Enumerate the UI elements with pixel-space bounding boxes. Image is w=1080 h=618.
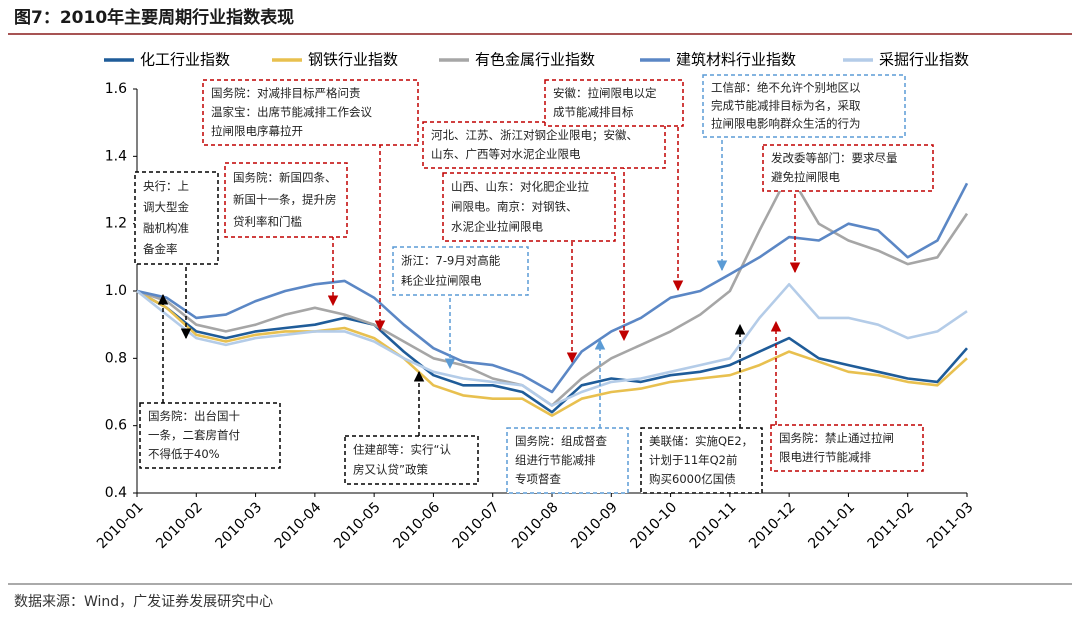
y-tick-label: 1.0 [105,283,127,299]
series-line [136,289,968,414]
x-tick-label: 2011-03 [924,499,977,552]
annotation-text: 发改委等部门：要求尽量 [771,151,898,165]
annotation-text: 限电进行节能减排 [779,450,871,464]
annotation-text: 国务院：禁止通过拉闸 [779,431,894,445]
x-tick-label: 2011-02 [865,499,918,552]
annotation-text: 水泥企业拉闸限电 [451,220,543,234]
annotation-text: 国务院：组成督查 [515,434,607,448]
annotation-text: 住建部等：实行“认 [353,443,451,457]
annotation-box [224,162,348,238]
x-tick-label: 2010-04 [272,499,325,552]
annotation-text: 融机构准 [143,221,189,235]
y-tick-label: 1.6 [105,81,127,97]
x-tick-label: 2010-11 [687,499,740,552]
y-tick-label: 0.4 [105,485,127,501]
annotation-text: 浙江：7-9月对高能 [401,254,501,268]
annotation-box [640,427,763,494]
annotation-text: 组进行节能减排 [515,453,596,467]
annotation-text: 备金率 [143,242,178,256]
legend-label: 化工行业指数 [140,51,230,69]
annotation-box [392,246,529,296]
legend-label: 有色金属行业指数 [475,51,595,69]
annotation-text: 国务院：对减排目标严格问责 [211,86,361,100]
annotation-text: 贷利率和门槛 [233,215,302,229]
annotation-box [544,79,684,127]
annotation-box [762,144,934,192]
annotation-text: 购买6000亿国债 [649,472,736,486]
annotation-text: 计划于11年Q2前 [649,453,738,467]
annotation-text: 温家宝：出席节能减排工作会议 [211,105,372,119]
annotation-text: 河北、江苏、浙江对钢企业限电；安徽、 [431,128,638,142]
annotation-box [139,402,281,469]
x-tick-label: 2011-01 [805,499,858,552]
series-line [136,283,968,407]
annotation-text: 工信部：绝不允许个别地区以 [711,81,861,95]
annotation-text: 央行：上 [143,179,189,193]
annotation-text: 专项督查 [515,472,561,486]
chart-title: 图7：2010年主要周期行业指数表现 [14,7,294,28]
annotation-text: 完成节能减排目标为名，采取 [711,99,861,113]
annotation-text: 山东、广西等对水泥企业限电 [431,147,581,161]
x-tick-label: 2010-03 [213,499,266,552]
series-line [136,289,968,417]
annotation-text: 美联储：实施QE2， [649,434,753,448]
annotation-box [134,171,219,265]
annotation-text: 国务院：新国四条、 [233,171,337,185]
annotation-text: 一条，二套房首付 [148,428,240,442]
y-tick-label: 0.6 [105,418,127,434]
annotation-text: 新国十一条，提升房 [233,193,337,207]
legend-label: 建筑材料行业指数 [676,51,796,69]
annotation-box [422,121,666,169]
annotation-text: 国务院：出台国十 [148,409,240,423]
annotation-text: 拉闸限电影响群众生活的行为 [711,117,861,131]
annotation-text: 房又认贷”政策 [353,463,428,477]
annotation-box [442,172,616,242]
x-tick-label: 2010-10 [628,499,681,552]
y-tick-label: 0.8 [105,350,127,366]
annotation-text: 拉闸限电序幕拉开 [211,124,303,138]
annotation-text: 调大型金 [143,200,189,214]
x-tick-label: 2010-07 [450,499,503,552]
annotation-box [506,427,629,494]
annotation-box [702,74,906,138]
series-line [136,182,969,394]
legend-label: 采掘行业指数 [879,51,969,69]
annotation-text: 耗企业拉闸限电 [401,274,482,288]
x-tick-label: 2010-06 [390,499,443,552]
y-tick-label: 1.2 [105,216,127,232]
x-tick-label: 2010-12 [746,499,799,552]
source: 数据来源：Wind，广发证券发展研究中心 [14,594,273,610]
annotation-box [344,435,479,485]
annotation-text: 避免拉闸限电 [771,170,840,184]
x-tick-label: 2010-08 [509,499,562,552]
x-tick-label: 2010-09 [568,499,621,552]
x-tick-label: 2010-02 [153,499,206,552]
annotation-text: 山西、山东：对化肥企业拉 [451,180,589,194]
x-tick-label: 2010-01 [94,499,147,552]
annotation-text: 成节能减排目标 [553,105,634,119]
annotation-text: 安徽：拉闸限电以定 [553,86,657,100]
annotation-box [202,79,419,146]
x-tick-label: 2010-05 [331,499,384,552]
y-tick-label: 1.4 [105,148,127,164]
annotation-text: 不得低于40% [148,447,220,461]
annotation-text: 闸限电。南京：对钢铁、 [451,200,578,214]
legend-label: 钢铁行业指数 [308,51,398,69]
annotation-box [770,424,924,472]
